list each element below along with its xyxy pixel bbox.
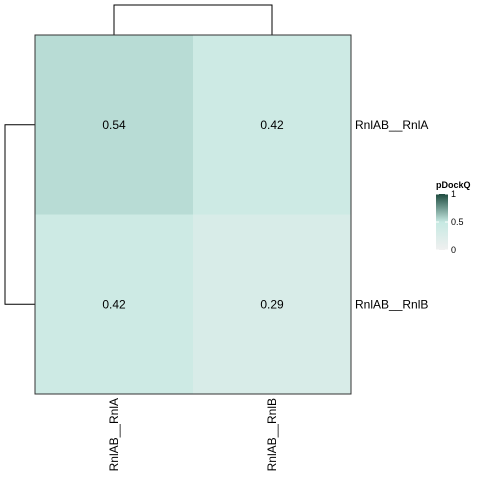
legend-ticks: 10.50 [436,189,464,255]
column-dendrogram [113,4,273,35]
cell-value-label: 0.42 [102,297,126,311]
row-label: RnlAB__RnlA [355,118,428,132]
legend-tick-label: 0 [451,245,456,255]
column-label: RnlAB__RnlA [107,398,121,471]
cell-value-label: 0.54 [102,118,126,132]
heatmap-cell [35,35,193,215]
row-dendrogram-branch [4,124,35,305]
row-label: RnlAB__RnlB [355,297,428,311]
legend-tick-label: 1 [451,189,456,199]
cell-value-label: 0.42 [260,118,284,132]
heatmap-cells: 0.54 0.42 0.42 0.29 [35,35,351,394]
heatmap-border [34,34,352,395]
legend-title: pDockQ [436,180,471,190]
legend-color-bar [436,194,448,250]
cell-value-label: 0.29 [260,297,284,311]
legend-tick-label: 0.5 [451,217,464,227]
row-labels: RnlAB__RnlA RnlAB__RnlB [355,118,428,312]
column-labels: RnlAB__RnlA RnlAB__RnlB [107,398,279,471]
heatmap-cell [193,35,351,215]
color-legend: pDockQ 10.50 [436,180,471,255]
column-dendrogram-branch [113,4,273,35]
heatmap-cell [193,214,351,394]
heatmap-cell [35,214,193,394]
column-label: RnlAB__RnlB [265,398,279,471]
row-dendrogram [4,124,35,305]
